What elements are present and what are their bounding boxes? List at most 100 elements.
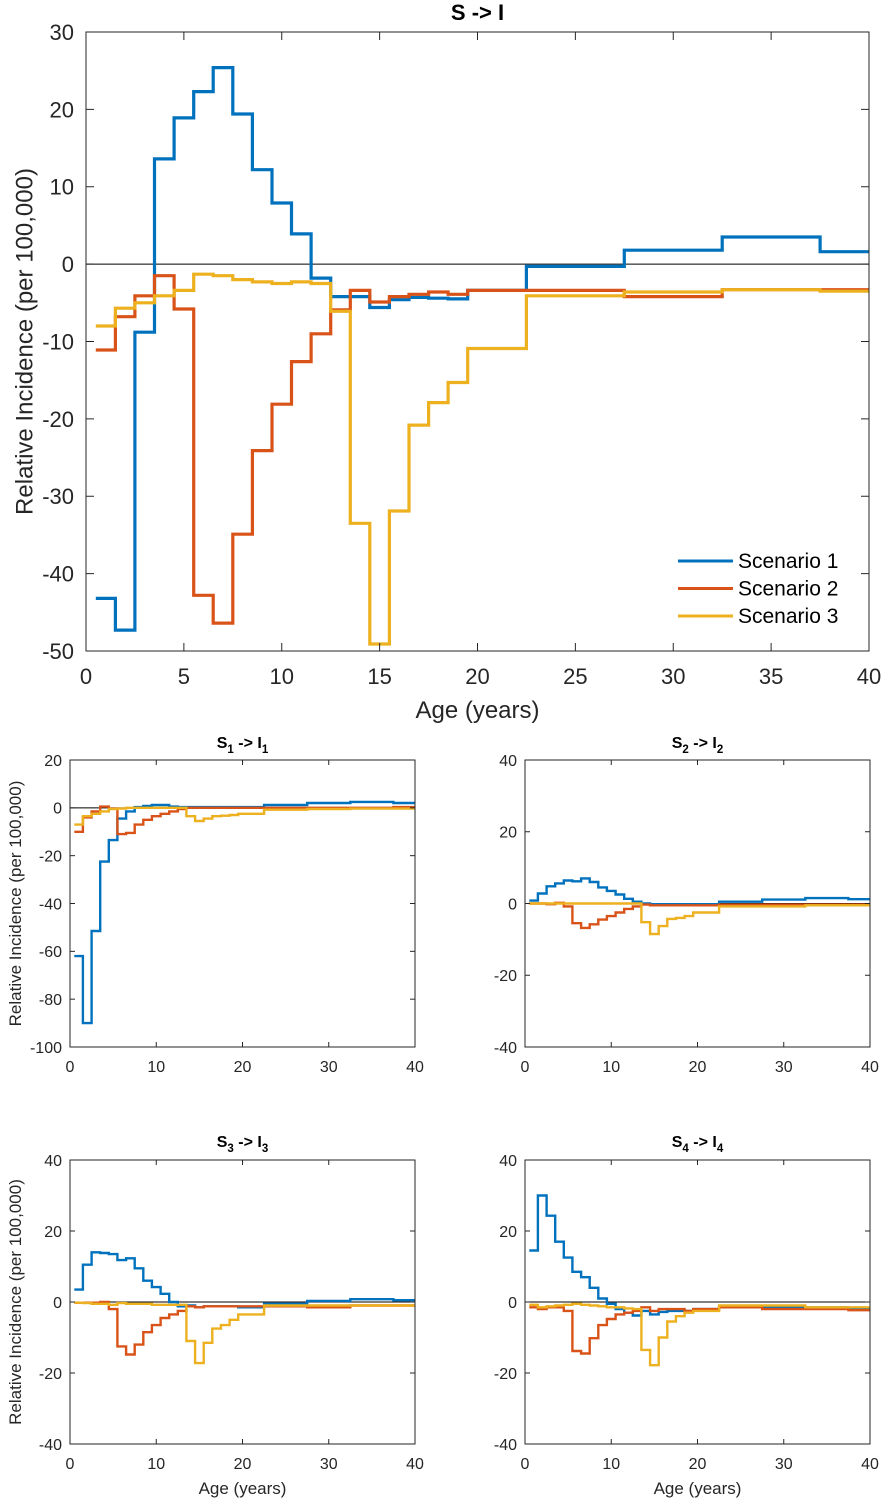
- series-line-s1-scenario-2: [74, 805, 415, 836]
- y-tick-label: -30: [42, 484, 74, 509]
- legend-label: Scenario 3: [738, 605, 838, 628]
- x-tick-label: 30: [320, 1456, 338, 1473]
- x-tick-label: 10: [147, 1059, 165, 1076]
- y-tick-label: -20: [42, 407, 74, 432]
- x-tick-label: 20: [234, 1059, 252, 1076]
- x-tick-label: 20: [234, 1456, 252, 1473]
- y-tick-label: -80: [39, 992, 62, 1009]
- y-tick-label: -60: [39, 944, 62, 961]
- title-subscript: 1: [262, 744, 269, 756]
- x-tick-label: 0: [521, 1456, 530, 1473]
- y-tick-label: 40: [44, 1153, 62, 1170]
- x-tick-label: 30: [775, 1456, 793, 1473]
- title-subscript: 4: [717, 1143, 724, 1155]
- y-tick-label: -50: [42, 639, 74, 664]
- x-axis-label: Age (years): [415, 697, 539, 724]
- title-text: -> I: [234, 1134, 262, 1151]
- series-line-s1-scenario-1: [74, 800, 415, 1025]
- y-tick-label: -40: [39, 1437, 62, 1454]
- x-tick-label: 0: [66, 1059, 75, 1076]
- series-line-main-scenario-1: [95, 66, 869, 632]
- title-subscript: 4: [682, 1143, 689, 1155]
- y-tick-label: -20: [39, 1366, 62, 1383]
- title-subscript: 2: [682, 744, 688, 756]
- series-line-s4-scenario-3: [529, 1302, 870, 1367]
- series-line-s2-scenario-2: [529, 901, 870, 930]
- title-text: S: [217, 1134, 228, 1151]
- x-tick-label: 40: [406, 1059, 424, 1076]
- x-tick-label: 10: [147, 1456, 165, 1473]
- x-tick-label: 40: [406, 1456, 424, 1473]
- x-tick-label: 0: [80, 664, 92, 689]
- x-tick-label: 15: [367, 664, 391, 689]
- legend: Scenario 1 Scenario 2 Scenario 3: [678, 550, 838, 628]
- y-tick-label: 20: [50, 97, 74, 122]
- chart-title: S3 -> I3: [217, 1134, 269, 1155]
- y-axis-label: Relative Incidence (per 100,000): [6, 781, 25, 1027]
- title-subscript: 3: [262, 1143, 268, 1155]
- x-tick-label: 10: [602, 1059, 620, 1076]
- x-tick-label: 20: [689, 1456, 707, 1473]
- y-tick-label: 10: [50, 175, 74, 200]
- y-tick-label: -20: [39, 848, 62, 865]
- title-text: -> I: [689, 1134, 717, 1151]
- y-axis-label: Relative Incidence (per 100,000): [6, 1179, 25, 1425]
- title-text: S: [217, 735, 228, 752]
- y-tick-label: 20: [44, 753, 62, 770]
- x-tick-label: 30: [661, 664, 685, 689]
- series-line-s1-scenario-3: [74, 806, 415, 826]
- y-tick-label: -20: [494, 968, 517, 985]
- chart-title: S4 -> I4: [672, 1134, 724, 1155]
- y-axis-label: Relative Incidence (per 100,000): [11, 168, 38, 515]
- x-tick-label: 40: [857, 664, 881, 689]
- series-line-s3-scenario-3: [74, 1301, 415, 1365]
- series-line-s2-scenario-1: [529, 877, 870, 906]
- y-tick-label: 0: [53, 1295, 62, 1312]
- chart-title: S1 -> I1: [217, 735, 269, 756]
- x-tick-label: 40: [861, 1456, 879, 1473]
- x-tick-label: 0: [66, 1456, 75, 1473]
- series-line-s3-scenario-2: [74, 1300, 415, 1356]
- chart-title: S -> I: [451, 0, 504, 25]
- x-axis-label: Age (years): [654, 1479, 742, 1498]
- x-tick-label: 10: [270, 664, 294, 689]
- legend-label: Scenario 2: [738, 578, 838, 601]
- y-tick-label: -100: [30, 1040, 62, 1057]
- x-axis-label: Age (years): [199, 1479, 287, 1498]
- y-tick-label: -10: [42, 329, 74, 354]
- chart-main: 0 5 10 15 20 25 30 35 40 -50 -40 -30 -20 -10 0 10 20 30 S …: [11, 0, 881, 724]
- y-tick-label: 0: [508, 1295, 517, 1312]
- x-tick-label: 20: [465, 664, 489, 689]
- y-tick-label: -40: [42, 562, 74, 587]
- x-tick-label: 5: [178, 664, 190, 689]
- y-tick-label: 20: [499, 1224, 517, 1241]
- title-text: S: [672, 735, 683, 752]
- title-text: S: [672, 1134, 683, 1151]
- title-text: -> I: [234, 735, 262, 752]
- y-tick-label: 0: [62, 252, 74, 277]
- x-tick-label: 30: [775, 1059, 793, 1076]
- y-tick-label: 0: [508, 896, 517, 913]
- y-tick-label: -40: [494, 1437, 517, 1454]
- x-tick-label: 10: [602, 1456, 620, 1473]
- chart-title: S2 -> I2: [672, 735, 724, 756]
- x-tick-label: 40: [861, 1059, 879, 1076]
- series-line-s3-scenario-1: [74, 1251, 415, 1309]
- x-tick-label: 25: [563, 664, 587, 689]
- series-line-main-scenario-3: [95, 272, 869, 646]
- x-tick-label: 20: [689, 1059, 707, 1076]
- series-line-s4-scenario-1: [529, 1194, 870, 1317]
- x-tick-label: 0: [521, 1059, 530, 1076]
- y-tick-label: 30: [50, 20, 74, 45]
- x-tick-label: 35: [759, 664, 783, 689]
- y-tick-label: 20: [44, 1224, 62, 1241]
- legend-label: Scenario 1: [738, 550, 838, 573]
- y-tick-label: 0: [53, 801, 62, 818]
- title-subscript: 2: [717, 744, 723, 756]
- y-tick-label: 40: [499, 1153, 517, 1170]
